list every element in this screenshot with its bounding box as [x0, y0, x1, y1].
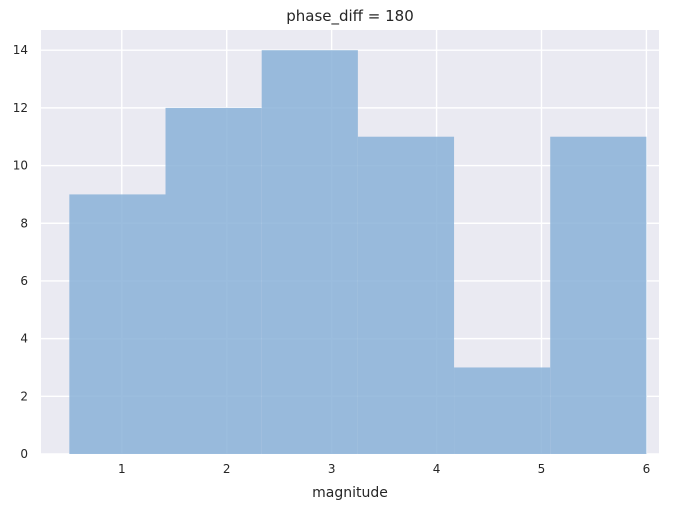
y-tick-label-7: 14 [13, 43, 28, 57]
histogram-bar-4 [454, 367, 551, 454]
y-tick-label-2: 4 [20, 332, 28, 346]
histogram-bar-2 [261, 50, 358, 454]
x-tick-label-0: 1 [118, 462, 126, 476]
x-tick-label-4: 5 [538, 462, 546, 476]
histogram-bar-5 [550, 136, 647, 455]
x-tick-label-3: 4 [433, 462, 441, 476]
histogram-bar-3 [357, 136, 455, 455]
y-tick-label-6: 12 [13, 101, 28, 115]
x-axis-label: magnitude [312, 485, 388, 501]
histogram-bar-0 [69, 194, 166, 455]
y-axis-ticks: 0 2 4 6 8 10 12 14 [13, 43, 28, 461]
histogram-bars [69, 50, 647, 455]
y-tick-label-1: 2 [20, 389, 28, 403]
y-tick-label-0: 0 [20, 447, 28, 461]
chart-title: phase_diff = 180 [286, 7, 414, 26]
x-tick-label-2: 3 [328, 462, 336, 476]
x-axis-ticks: 1 2 3 4 5 6 [118, 462, 650, 476]
y-tick-label-4: 8 [20, 216, 28, 230]
y-tick-label-5: 10 [13, 159, 28, 173]
y-tick-label-3: 6 [20, 274, 28, 288]
x-tick-label-1: 2 [223, 462, 231, 476]
histogram-bar-1 [165, 107, 262, 454]
x-tick-label-5: 6 [643, 462, 651, 476]
